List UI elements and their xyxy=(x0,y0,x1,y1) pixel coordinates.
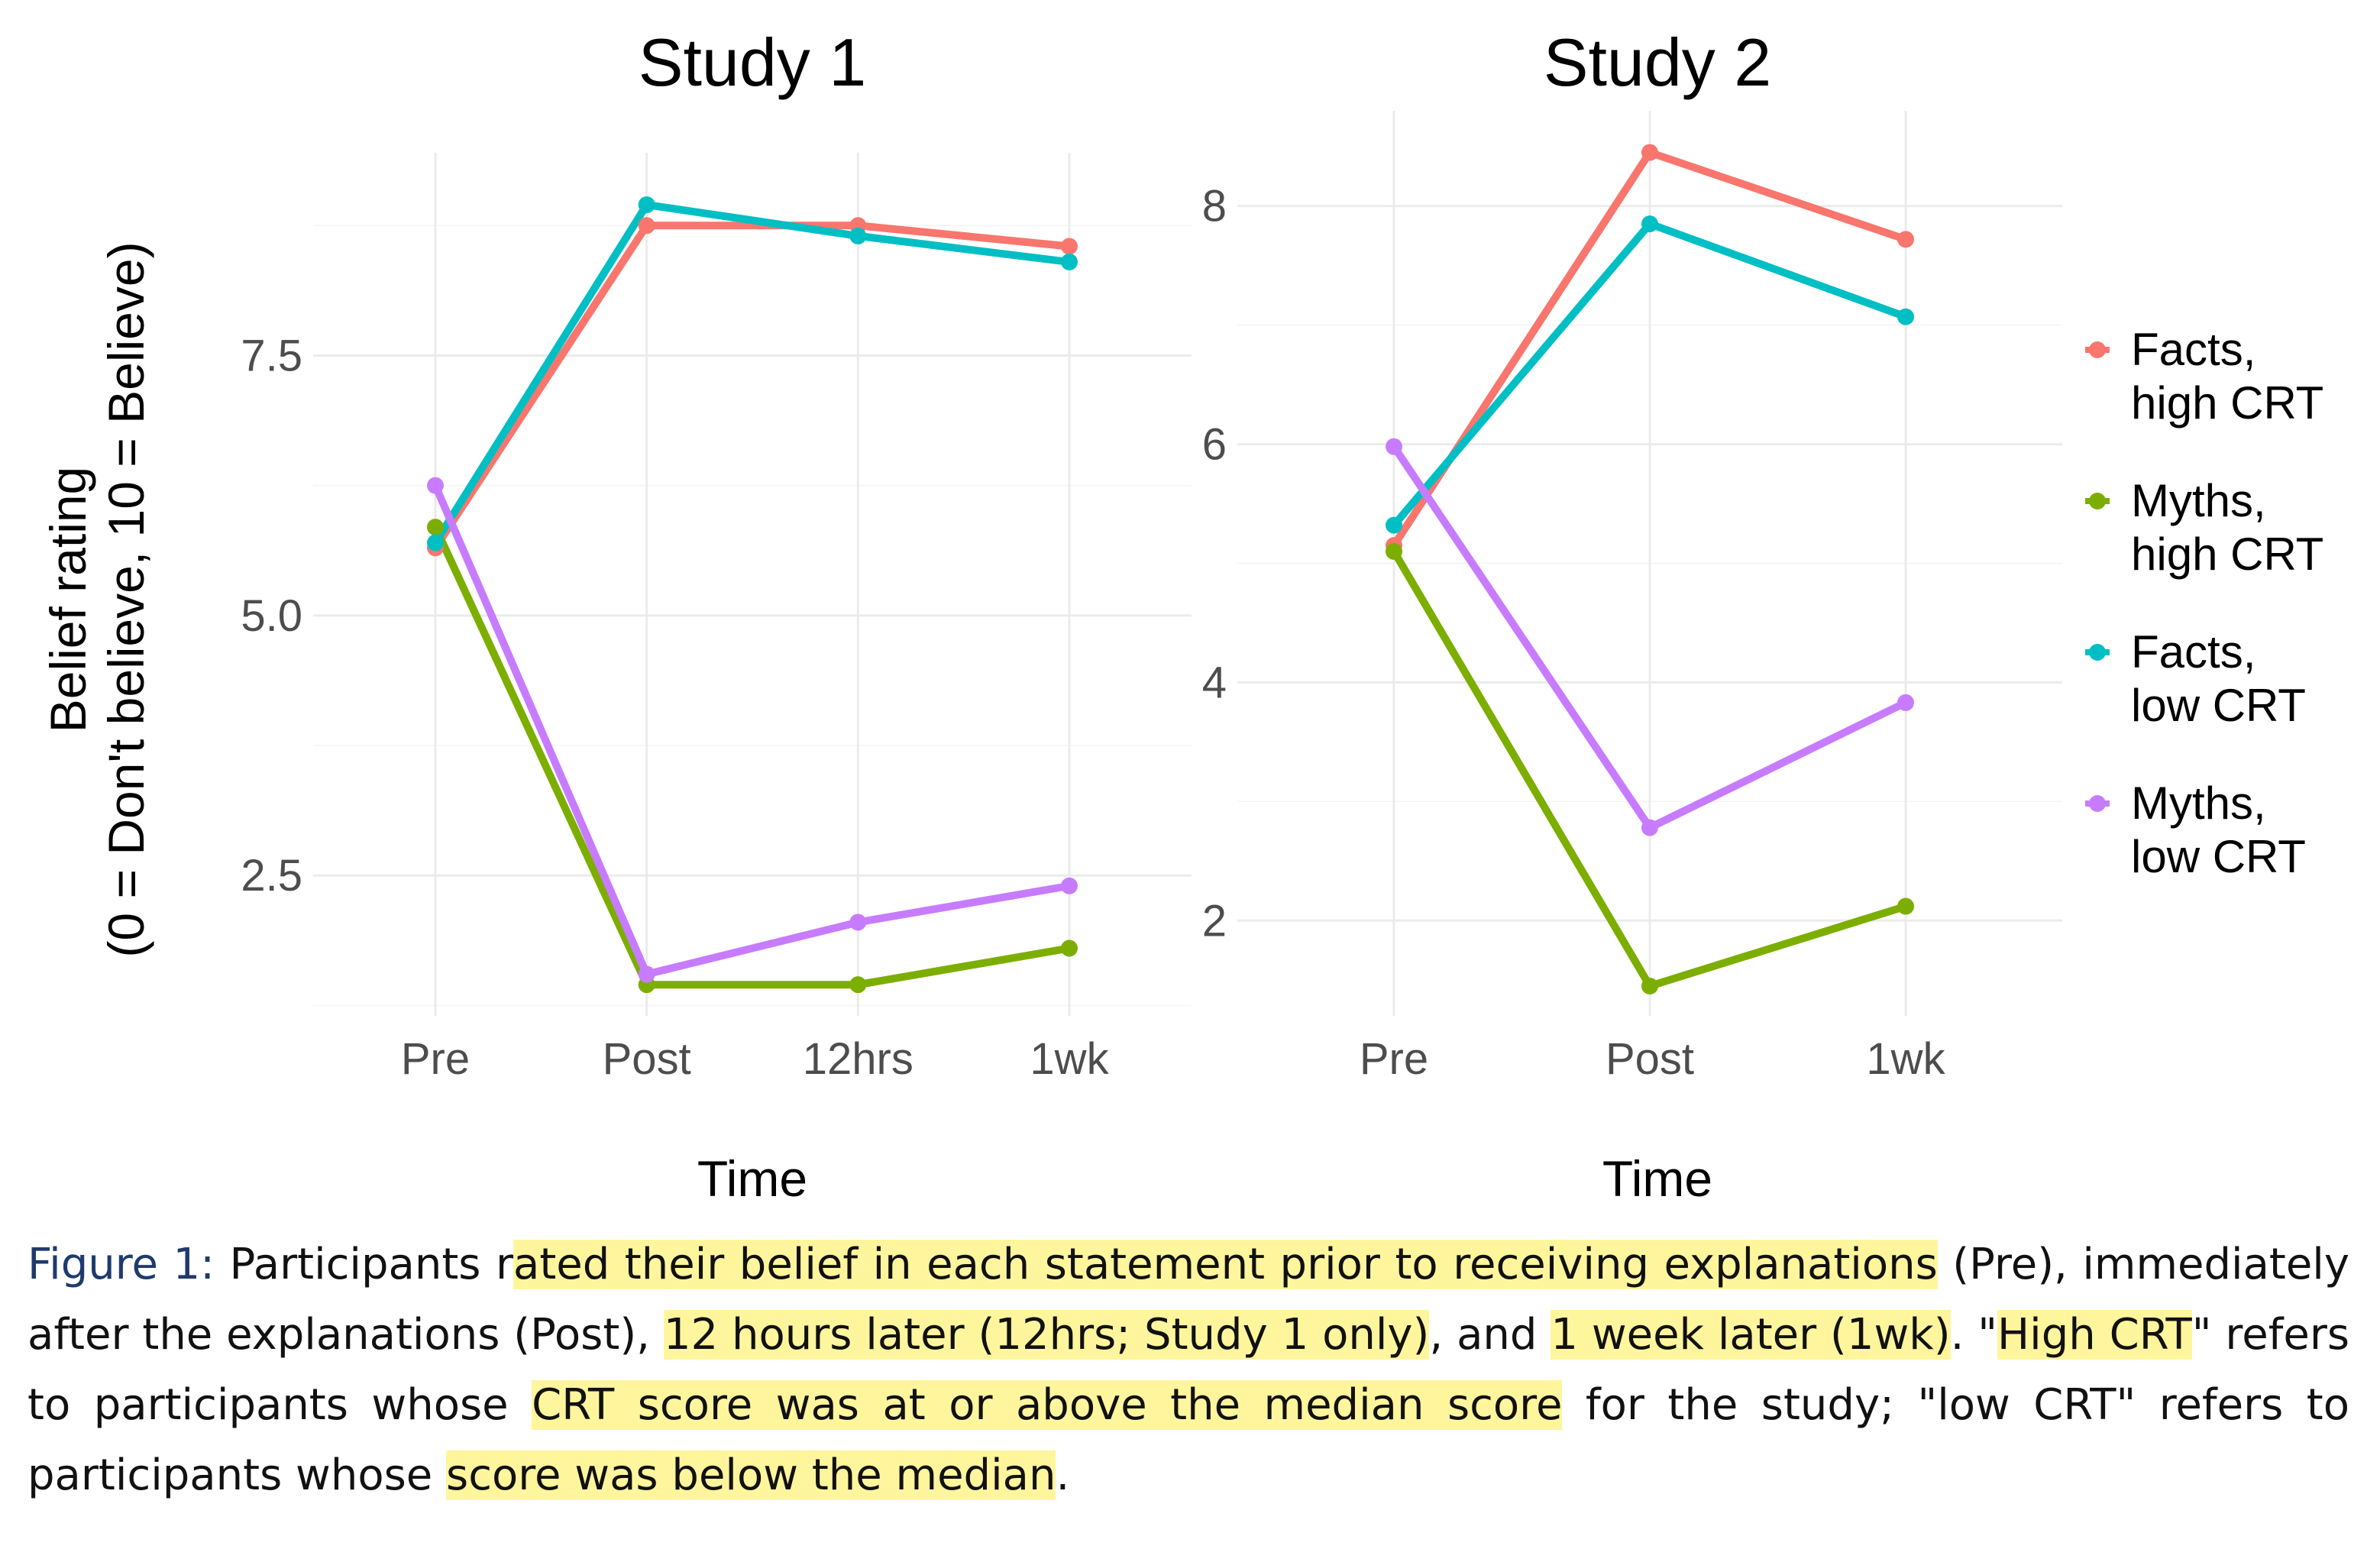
chart-title: Study 2 xyxy=(1544,24,1771,100)
y-tick-label: 4 xyxy=(1202,658,1227,707)
y-axis-title-line2: (0 = Don't believe, 10 = Believe) xyxy=(98,241,154,957)
x-tick-label: Post xyxy=(603,1034,691,1084)
legend-label-line1: Myths, xyxy=(2131,475,2266,526)
caption-highlight: score was below the median xyxy=(446,1450,1056,1500)
caption-label: Figure 1: xyxy=(27,1240,215,1289)
series-line-1 xyxy=(432,222,1073,552)
legend-key-point xyxy=(2089,795,2106,812)
legend-label-line2: high CRT xyxy=(2131,529,2323,580)
data-point xyxy=(849,976,867,994)
legend-label-line2: high CRT xyxy=(2131,377,2323,428)
chart-panel-2: 2 4 6 8 Pre Post 1wk Study 2 Time xyxy=(1202,24,2062,1207)
series-line-3 xyxy=(432,201,1073,547)
legend-key-point xyxy=(2089,493,2106,509)
legend-item-1: Facts,high CRT xyxy=(2085,324,2323,428)
caption-text: , and xyxy=(1429,1310,1551,1360)
x-axis-title: Time xyxy=(697,1150,807,1207)
data-point xyxy=(849,227,867,244)
data-point xyxy=(1641,978,1658,995)
legend-label-line2: low CRT xyxy=(2131,680,2306,731)
x-tick-label: 12hrs xyxy=(803,1034,914,1084)
caption-text: . xyxy=(1056,1450,1070,1500)
data-point xyxy=(1641,819,1658,836)
caption-highlight: CRT score was at or above the median sco… xyxy=(532,1380,1563,1430)
data-point xyxy=(1386,438,1402,455)
legend-item-3: Facts,low CRT xyxy=(2085,626,2306,731)
y-tick-label: 7.5 xyxy=(241,331,302,380)
x-tick-label: 1wk xyxy=(1030,1034,1109,1084)
data-point xyxy=(1897,231,1914,248)
caption-text: Participants r xyxy=(215,1240,514,1289)
caption-text: for the study; "low CRT" refers to parti… xyxy=(27,1380,2350,1500)
data-point xyxy=(638,965,655,983)
data-point xyxy=(1897,308,1914,325)
x-tick-label: Post xyxy=(1606,1034,1694,1084)
x-axis-title: Time xyxy=(1602,1150,1712,1207)
figure-caption: Figure 1: Participants rated their belie… xyxy=(27,1230,2349,1511)
x-tick-label: Pre xyxy=(1360,1034,1428,1084)
caption-text: (Pre), immediately after the explanation… xyxy=(27,1240,2349,1360)
legend-label-line1: Facts, xyxy=(2131,626,2256,677)
y-tick-label: 2 xyxy=(1202,896,1227,946)
legend-key-point xyxy=(2089,644,2106,661)
legend-item-4: Myths,low CRT xyxy=(2085,778,2306,882)
y-axis-title-line1: Belief rating xyxy=(40,467,96,733)
x-tick-label: Pre xyxy=(401,1034,470,1084)
data-point xyxy=(849,914,867,931)
chart-panel-1: 2.5 5.0 7.5 Pre Post 12hrs 1wk Study 1 Time Belie… xyxy=(40,24,1192,1207)
caption-highlight: High CRT xyxy=(1997,1310,2192,1360)
legend-item-2: Myths,high CRT xyxy=(2085,475,2323,580)
data-point xyxy=(1061,238,1078,255)
legend-label-line1: Facts, xyxy=(2131,324,2256,375)
data-point xyxy=(1061,253,1078,270)
data-point xyxy=(427,477,444,494)
y-tick-label: 8 xyxy=(1202,182,1227,231)
data-point xyxy=(1641,215,1658,233)
data-point xyxy=(427,519,444,536)
y-tick-label: 5.0 xyxy=(241,591,302,641)
caption-highlight: 12 hours later (12hrs; Study 1 only) xyxy=(663,1310,1430,1360)
data-point xyxy=(1061,939,1078,957)
caption-highlight: ated their belief in each statement prio… xyxy=(513,1240,1938,1289)
x-tick-label: 1wk xyxy=(1866,1034,1945,1084)
legend-label-line1: Myths, xyxy=(2131,778,2266,829)
caption-highlight: 1 week later (1wk) xyxy=(1551,1310,1951,1360)
data-point xyxy=(1386,516,1402,534)
data-point xyxy=(1386,542,1402,560)
y-tick-label: 6 xyxy=(1202,420,1227,470)
data-point xyxy=(427,534,444,551)
data-point xyxy=(1061,877,1078,894)
y-tick-label: 2.5 xyxy=(241,851,302,901)
series-line-4 xyxy=(432,481,1073,978)
data-point xyxy=(1897,897,1914,915)
data-point xyxy=(638,196,655,214)
data-point xyxy=(1897,694,1914,711)
series-line-2 xyxy=(432,523,1073,989)
data-point xyxy=(638,217,655,234)
caption-text: " refers to participants whose xyxy=(27,1310,2350,1430)
caption-text: . " xyxy=(1950,1310,1998,1360)
data-point xyxy=(1641,144,1658,161)
figure-charts: 2.5 5.0 7.5 Pre Post 12hrs 1wk Study 1 Time Belie… xyxy=(40,24,2323,1207)
legend-key-point xyxy=(2089,341,2106,358)
chart-title: Study 1 xyxy=(639,24,866,100)
legend-label-line2: low CRT xyxy=(2131,831,2306,882)
